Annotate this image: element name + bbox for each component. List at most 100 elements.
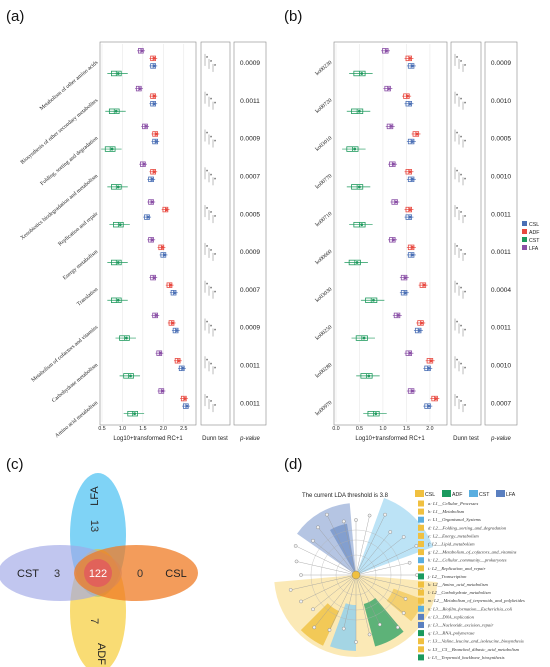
category-label: Xenobiotics biodegradation and metabolis… (20, 173, 100, 242)
xtick-label: 1.5 (403, 426, 410, 432)
box-point (355, 261, 359, 264)
cladogram-legend-label: LFA (506, 492, 516, 498)
pvalue-text: 0.0009 (240, 325, 261, 332)
clade-branch (355, 574, 398, 628)
cladogram-item-swatch (418, 630, 424, 637)
legend-swatch-adf (522, 229, 527, 234)
clade-ring (310, 529, 402, 621)
panel-b-pvalue-frame (484, 41, 518, 426)
clade-node (294, 559, 299, 564)
dunn-marker: * (456, 283, 458, 289)
panel-label-c: (c) (6, 456, 24, 473)
clade-node (354, 518, 358, 522)
box-point (353, 147, 357, 151)
cladogram-group-legend: CSL ADF CST LFA (415, 490, 516, 498)
clade-cst-block (363, 597, 404, 647)
dunn-marker: * (464, 102, 466, 108)
dunn-marker: * (464, 64, 466, 70)
legend-swatch-csl (522, 221, 527, 226)
box-point (185, 404, 189, 408)
pvalue-text: 0.0009 (240, 60, 261, 67)
panel-label-d: (d) (284, 456, 302, 473)
box-point (152, 64, 156, 68)
box-point (389, 125, 393, 128)
dunn-marker: * (206, 169, 208, 175)
dunn-marker: * (464, 291, 466, 297)
box-point (173, 291, 176, 295)
box-point (146, 215, 150, 219)
box-point (434, 397, 438, 400)
box-point (403, 276, 407, 280)
panel-a-boxes (101, 48, 190, 417)
dunn-marker: * (206, 94, 208, 100)
clade-node (299, 599, 303, 604)
dunn-marker: * (460, 249, 462, 255)
dunn-marker: * (214, 329, 216, 335)
clade-branch (355, 574, 406, 600)
panel-d-cladogram: The current LDA threshold is 3.8 CSL ADF C… (274, 490, 525, 661)
cladogram-item-label: o: L3__DNA_replication (428, 614, 475, 619)
category-label: ko00720 (314, 98, 333, 115)
cladogram-item-swatch (418, 638, 424, 645)
dunn-marker: * (214, 291, 216, 297)
dunn-marker: * (214, 140, 216, 146)
box-point (385, 49, 388, 53)
venn-ellipse-csl (74, 545, 198, 601)
pvalue-text: 0.0004 (491, 287, 512, 294)
dunn-marker: * (214, 366, 216, 372)
cladogram-legend-swatch (469, 490, 478, 497)
cladogram-item-swatch (418, 557, 424, 564)
panel-a-boxplot: Metabolism of other amino acidsBiosynthe… (19, 41, 267, 442)
clade-branch (296, 561, 357, 576)
clade-branch (355, 515, 370, 576)
cladogram-item-swatch (418, 581, 424, 588)
dunn-marker: * (210, 60, 212, 66)
cladogram-item-label: i: L2__Replication_and_repair (428, 566, 486, 571)
box-point (116, 261, 120, 264)
clade-branch (300, 574, 357, 602)
clade-node (341, 626, 346, 631)
panel-b-pvalue-label: p-value (490, 436, 511, 442)
clade-lfa-block (297, 503, 356, 575)
xtick-label: 2.5 (180, 426, 187, 432)
box-point (357, 185, 361, 189)
box-point (427, 366, 431, 370)
dunn-marker: * (464, 253, 466, 259)
category-label: ko00280 (314, 362, 333, 379)
box-point (408, 351, 412, 355)
box-point (114, 109, 118, 113)
category-label: ko03010 (314, 135, 333, 152)
category-label: ko00710 (314, 211, 333, 228)
box-point (417, 329, 421, 332)
dunn-marker: * (206, 207, 208, 213)
dunn-marker: * (460, 173, 462, 179)
box-point (410, 253, 414, 257)
xtick-label: 2.0 (160, 426, 167, 432)
cladogram-item-swatch (418, 508, 424, 515)
venn-label-adf: ADF (95, 643, 107, 665)
cladogram-item-swatch (418, 516, 424, 523)
category-label: ko00660 (314, 249, 333, 266)
cladogram-item-label: t: L3__Terpenoid_backbone_biosynthesis (428, 655, 505, 660)
dunn-marker: * (214, 102, 216, 108)
box-point (164, 208, 168, 211)
pvalue-text: 0.0005 (240, 211, 261, 218)
venn-count-shared: 122 (89, 568, 107, 580)
clade-branch (355, 574, 381, 625)
box-point (142, 162, 146, 166)
dunn-marker: * (460, 287, 462, 293)
xtick-label: 0.5 (356, 426, 363, 432)
legend-label: ADF (529, 230, 539, 236)
clade-branch (317, 527, 357, 576)
cladogram-item-label: h: L2__Cellular_community__prokaryotes (428, 558, 507, 563)
clade-node (414, 544, 419, 548)
cladogram-item-label: f: L2__Lipid_metabolism (428, 542, 475, 547)
venn-count-cst: 3 (54, 568, 60, 580)
dunn-marker: * (210, 249, 212, 255)
panel-a-dunn-brackets: ****************************** (204, 53, 216, 413)
box-point (410, 245, 414, 249)
panel-b-plot-frame (333, 41, 448, 426)
pvalue-text: 0.0007 (240, 287, 261, 294)
cladogram-item-swatch (418, 597, 424, 604)
cladogram-item-label: s: L3__C5__Branched_dibasic_acid_metabol… (428, 647, 520, 652)
